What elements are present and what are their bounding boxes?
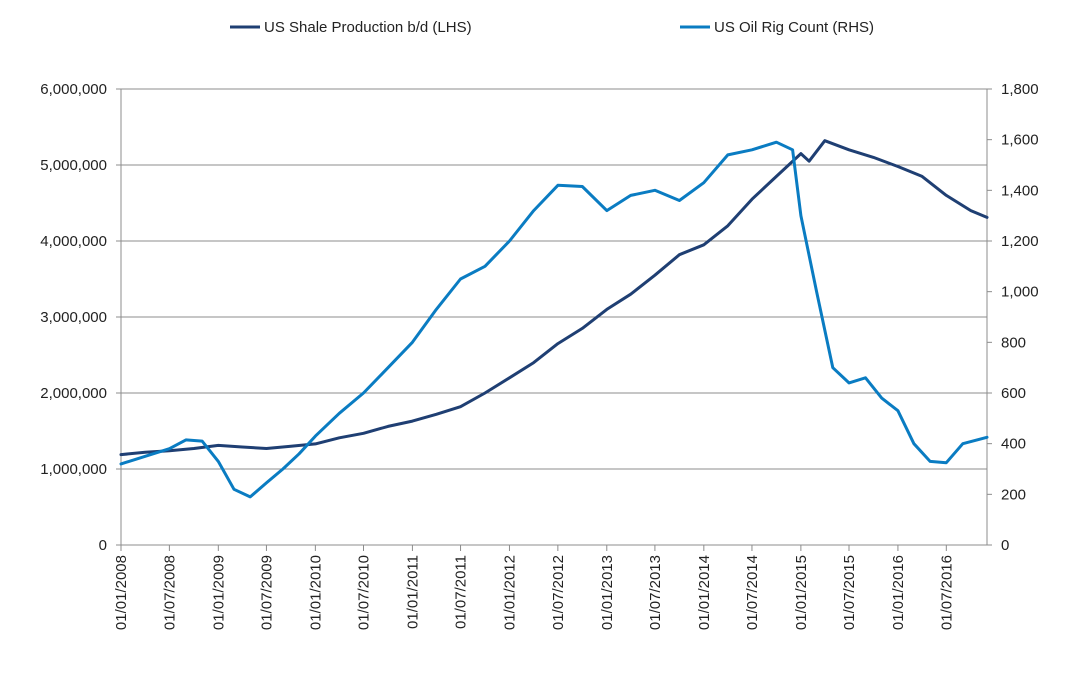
y-right-tick-label: 1,000 (1001, 284, 1039, 301)
x-tick-labels: 01/01/2008 01/07/2008 01/01/2009 01/07/2009… (113, 555, 955, 630)
legend-label: US Oil Rig Count (RHS) (714, 19, 874, 36)
x-tick-label: 01/07/2008 (161, 555, 178, 630)
x-tick-label: 01/01/2014 (696, 555, 713, 630)
y-left-tick-label: 4,000,000 (40, 233, 107, 250)
x-tick-label: 01/01/2008 (113, 555, 130, 630)
x-tick-label: 01/01/2015 (793, 555, 810, 630)
y-right-tick-label: 800 (1001, 334, 1026, 351)
legend: US Shale Production b/d (LHS) US Oil Rig … (230, 19, 874, 36)
y-left-tick-label: 5,000,000 (40, 157, 107, 174)
x-tick-label: 01/01/2012 (501, 555, 518, 630)
x-tick-label: 01/07/2016 (938, 555, 955, 630)
x-tick-label: 01/07/2009 (258, 555, 275, 630)
y-left-tick-label: 2,000,000 (40, 385, 107, 402)
y-right-tick-label: 1,400 (1001, 182, 1039, 199)
y-right-tick-label: 1,200 (1001, 233, 1039, 250)
gridlines (121, 88, 987, 546)
y-right-tick-labels: 0 200 400 600 800 1,000 1,200 1,400 1,600 1,800 (1001, 81, 1039, 554)
y-right-tick-label: 1,600 (1001, 132, 1039, 149)
x-tick-label: 01/07/2015 (841, 555, 858, 630)
legend-label: US Shale Production b/d (LHS) (264, 19, 472, 36)
y-right-tick-label: 400 (1001, 436, 1026, 453)
x-tick-label: 01/07/2013 (647, 555, 664, 630)
y-left-tick-label: 3,000,000 (40, 309, 107, 326)
y-left-tick-label: 0 (99, 537, 107, 554)
y-right-tick-label: 1,800 (1001, 81, 1039, 98)
axes (116, 88, 992, 551)
x-tick-label: 01/01/2010 (307, 555, 324, 630)
series-line-oil-rig-count (119, 140, 989, 499)
y-right-tick-label: 200 (1001, 486, 1026, 503)
y-left-tick-labels: 0 1,000,000 2,000,000 3,000,000 4,000,000 5,0… (40, 81, 107, 554)
x-tick-label: 01/01/2009 (210, 555, 227, 630)
x-tick-label: 01/07/2010 (355, 555, 372, 630)
x-tick-label: 01/01/2011 (404, 555, 421, 629)
x-tick-label: 01/07/2012 (550, 555, 567, 630)
x-tick-label: 01/01/2016 (890, 555, 907, 630)
x-tick-label: 01/01/2013 (599, 555, 616, 630)
series-layer (119, 139, 989, 499)
y-right-tick-label: 600 (1001, 385, 1026, 402)
y-right-tick-label: 0 (1001, 537, 1009, 554)
series-line-shale-production (119, 139, 989, 457)
x-tick-label: 01/07/2014 (744, 555, 761, 630)
y-left-tick-label: 1,000,000 (40, 461, 107, 478)
x-tick-label: 01/07/2011 (453, 555, 470, 629)
y-left-tick-label: 6,000,000 (40, 81, 107, 98)
